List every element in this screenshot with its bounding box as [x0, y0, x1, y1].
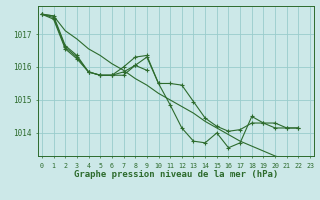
X-axis label: Graphe pression niveau de la mer (hPa): Graphe pression niveau de la mer (hPa)	[74, 170, 278, 179]
